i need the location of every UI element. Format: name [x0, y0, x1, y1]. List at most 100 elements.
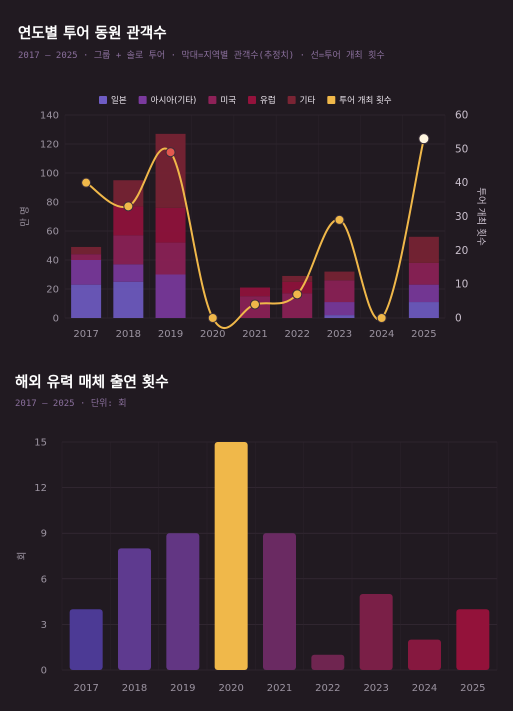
bar-segment — [408, 262, 439, 285]
legend-label: 미국 — [220, 96, 236, 106]
media-bar — [166, 533, 200, 670]
bar-segment — [71, 260, 102, 285]
y2-tick-label: 60 — [455, 110, 468, 122]
x-tick-label: 2025 — [411, 329, 436, 340]
bar-segment — [282, 275, 313, 282]
y2-tick-label: 0 — [455, 313, 462, 325]
media-bar — [69, 609, 103, 670]
media-bar — [311, 654, 345, 670]
x-tick-label: 2020 — [200, 329, 225, 340]
x-tick-label: 2024 — [369, 329, 394, 340]
bar-segment — [71, 246, 102, 255]
bar-segment — [408, 284, 439, 303]
media-chart-title: 해외 유력 매체 출연 횟수 — [15, 375, 169, 391]
bar-segment — [113, 235, 144, 265]
bar-segment — [155, 207, 186, 243]
bar-segment — [240, 287, 270, 297]
y-tick-label: 20 — [46, 285, 59, 296]
bar-segment — [324, 271, 355, 281]
bar-segment — [71, 284, 102, 318]
bar-segment — [324, 280, 355, 303]
x-tick-label: 2018 — [122, 683, 147, 694]
y-tick-label: 0 — [41, 666, 47, 677]
bar-segment — [282, 281, 313, 294]
y2-tick-label: 50 — [455, 143, 468, 155]
bar-segment — [71, 254, 102, 260]
tour-count-point — [165, 147, 176, 158]
x-tick-label: 2020 — [218, 683, 243, 694]
y2-axis-title: 투어 개최 횟수 — [475, 187, 487, 246]
y-tick-label: 60 — [46, 227, 59, 238]
legend-swatch — [327, 96, 336, 104]
media-bar — [359, 594, 393, 670]
x-tick-label: 2022 — [315, 683, 340, 694]
tour-count-point — [250, 299, 260, 310]
y-tick-label: 0 — [53, 314, 59, 325]
x-tick-label: 2023 — [327, 329, 352, 340]
legend-label: 투어 개최 횟수 — [339, 95, 392, 106]
tour-count-point — [376, 313, 387, 323]
x-tick-label: 2021 — [242, 329, 267, 340]
y-tick-label: 140 — [40, 111, 59, 122]
legend-label: 유럽 — [260, 96, 276, 106]
y-tick-label: 80 — [46, 198, 59, 209]
x-tick-label: 2022 — [284, 329, 309, 340]
y-tick-label: 9 — [41, 529, 47, 540]
bar-segment — [155, 242, 186, 275]
y2-tick-label: 40 — [455, 177, 468, 189]
bar-segment — [113, 264, 144, 282]
legend-swatch — [138, 96, 147, 104]
tour-count-point — [207, 313, 218, 323]
media-bar — [408, 639, 441, 670]
x-tick-label: 2025 — [460, 683, 485, 694]
y-tick-label: 15 — [34, 438, 47, 449]
y2-tick-label: 30 — [455, 211, 468, 223]
y-tick-label: 3 — [41, 620, 47, 631]
y2-tick-label: 10 — [455, 279, 468, 291]
y2-tick-label: 20 — [455, 245, 468, 257]
x-tick-label: 2019 — [170, 683, 195, 694]
bar-segment — [324, 315, 355, 318]
legend-swatch — [248, 96, 257, 104]
audience-chart-svg: 일본 아시아(기타) 미국 유럽 기타 투어 개최 횟수02040608010012014… — [20, 95, 487, 340]
media-chart-subtitle: 2017 — 2025 · 단위: 회 — [15, 399, 127, 409]
media-bar — [263, 533, 296, 670]
tour-count-point — [123, 201, 134, 212]
audience-chart-subtitle: 2017 — 2025 · 그룹 + 솔로 투어 · 막대=지역별 관객수(추정… — [18, 51, 385, 61]
tour-count-point — [292, 289, 303, 300]
audience-chart-panel: 연도별 투어 동원 관객수 2017 — 2025 · 그룹 + 솔로 투어 ·… — [0, 0, 513, 355]
media-bar — [456, 609, 490, 670]
audience-chart-title: 연도별 투어 동원 관객수 — [18, 26, 167, 42]
x-tick-label: 2023 — [363, 683, 388, 694]
media-bar — [214, 442, 248, 670]
x-tick-label: 2018 — [116, 329, 141, 340]
legend-label: 일본 — [111, 96, 127, 106]
bar-segment — [324, 302, 355, 316]
legend-swatch — [287, 96, 296, 104]
tour-count-point — [418, 133, 430, 145]
y-tick-label: 12 — [34, 483, 47, 494]
y-axis-title: 만 명 — [20, 206, 31, 227]
bar-segment — [155, 274, 186, 318]
bar-segment — [408, 302, 439, 318]
x-tick-label: 2019 — [158, 329, 183, 340]
x-tick-label: 2017 — [73, 329, 98, 340]
legend-swatch — [208, 96, 217, 104]
x-tick-label: 2021 — [267, 683, 292, 694]
media-chart-svg: 0 3 6 9 12 15 회 2017 2018 2019 2020 2021 2022 2023 202… — [17, 438, 498, 694]
y-axis-title: 회 — [17, 552, 28, 561]
bar-segment — [408, 236, 439, 263]
y-tick-label: 100 — [40, 169, 59, 180]
bar-segment — [155, 133, 186, 208]
media-bar — [118, 548, 151, 670]
legend-label: 기타 — [300, 96, 316, 106]
tour-count-point — [334, 214, 345, 225]
x-tick-label: 2017 — [73, 683, 98, 694]
bar-segment — [113, 281, 144, 318]
legend-label: 아시아(기타) — [151, 95, 197, 106]
tour-count-point — [81, 177, 92, 188]
y-tick-label: 120 — [40, 140, 59, 151]
y-tick-label: 40 — [46, 256, 59, 267]
x-tick-label: 2024 — [412, 683, 437, 694]
legend-swatch — [99, 96, 107, 104]
